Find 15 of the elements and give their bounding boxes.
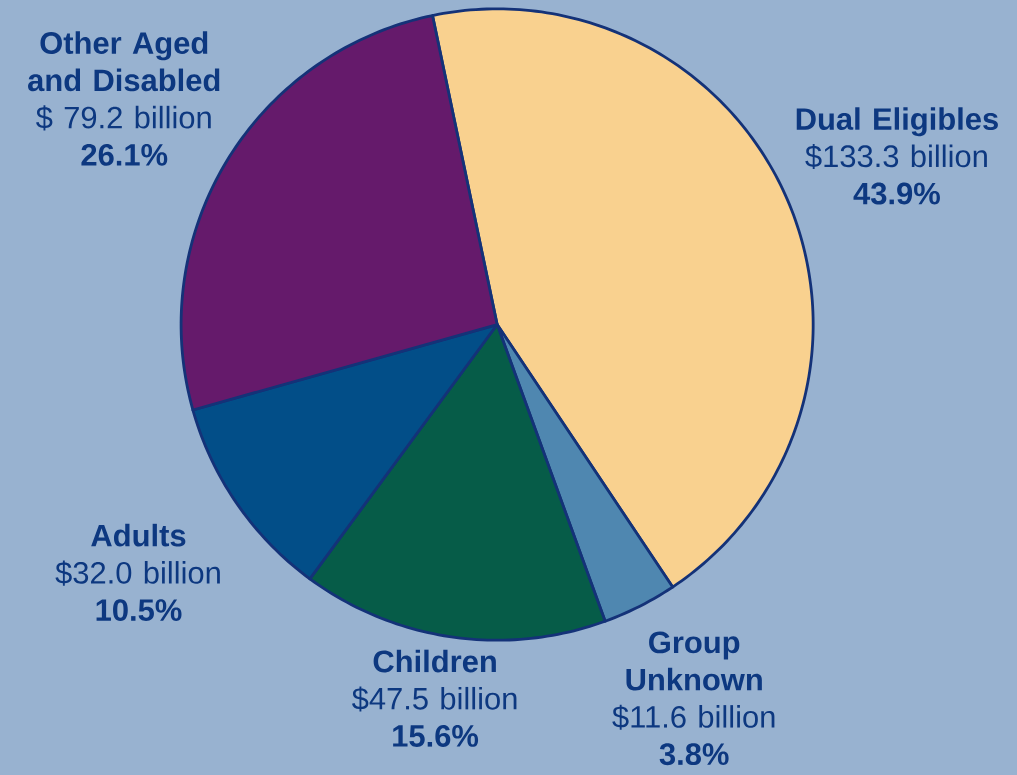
text: 15.6% <box>393 725 479 747</box>
text: 10.5% <box>96 599 182 622</box>
text: 3.8% <box>659 743 729 766</box>
text: 26.1% <box>81 143 168 166</box>
slice-label: Adults <box>91 523 186 547</box>
slice-label: Other Aged and Disabled <box>28 31 220 92</box>
data-label: $32.0 billion <box>55 560 220 586</box>
slice-label: Group Unknown <box>626 631 762 691</box>
data-label: $133.3 billion <box>805 144 987 170</box>
slice-label: Children <box>373 649 496 673</box>
slice-label: Dual Eligibles <box>796 107 998 137</box>
text: 43.9% <box>853 182 940 205</box>
data-label: $47.5 billion <box>351 686 517 712</box>
data-label: $11.6 billion <box>612 704 775 730</box>
data-label: $ 79.2 billion <box>36 105 211 131</box>
